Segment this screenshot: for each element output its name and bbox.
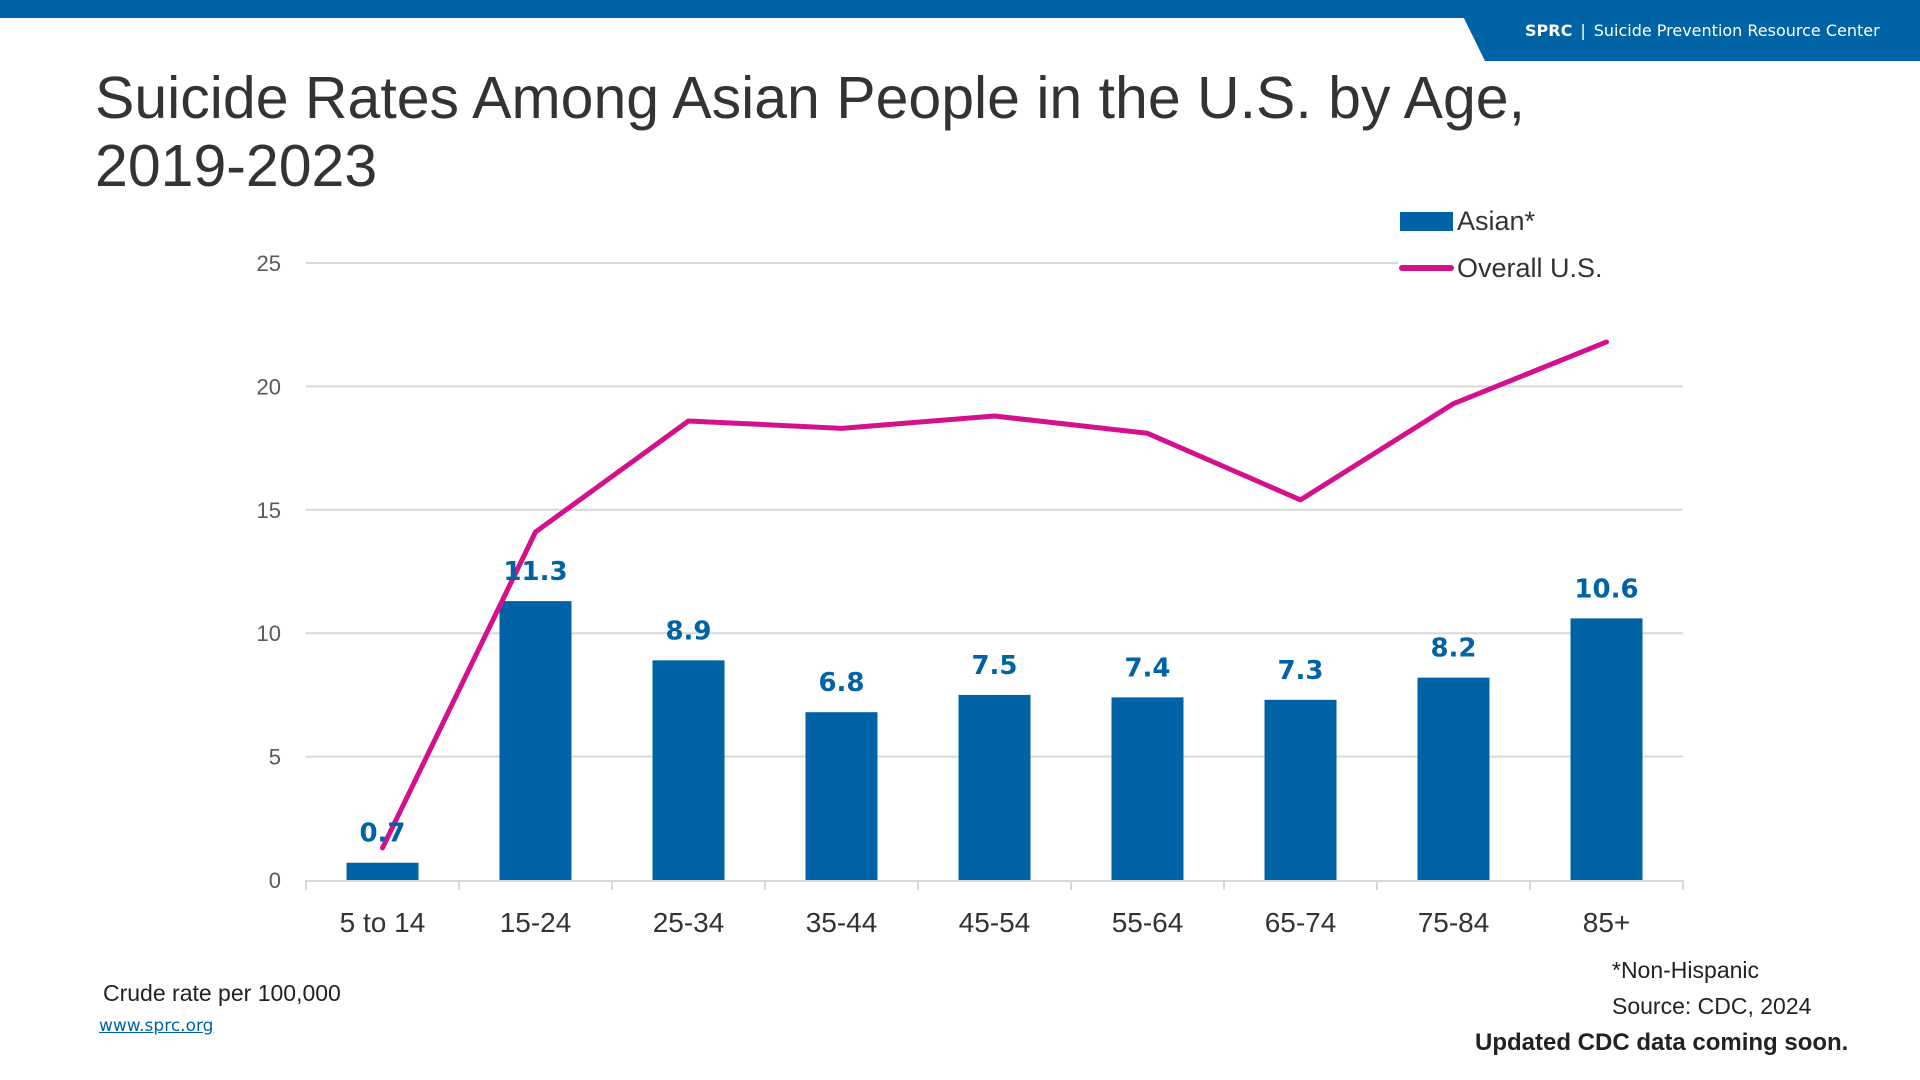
bar-label: 6.8	[818, 668, 864, 698]
x-axis	[305, 880, 1684, 890]
legend-label-asian: Asian*	[1457, 206, 1536, 236]
bar-label: 7.3	[1277, 656, 1323, 686]
website-link[interactable]: www.sprc.org	[99, 1016, 214, 1036]
x-tick-label: 5 to 14	[340, 907, 426, 938]
page-title: Suicide Rates Among Asian People in the …	[95, 65, 1526, 199]
bar-15-24	[499, 601, 572, 880]
y-tick-label-20: 20	[257, 374, 281, 399]
source-note: Source: CDC, 2024	[1612, 993, 1812, 1019]
x-tick-label: 75-84	[1418, 907, 1490, 938]
bar-55-64	[1111, 697, 1184, 880]
x-axis-tick-labels: 5 to 14 15-24 25-34 35-44 45-54 55-64 65-74 75-…	[340, 907, 1631, 938]
bar-75-84	[1417, 677, 1490, 880]
line-series-overall-us	[380, 339, 1609, 851]
bar-5-to-14	[346, 862, 419, 880]
x-tick-label: 25-34	[653, 907, 725, 938]
brand-header: SPRC | Suicide Prevention Resource Center	[1525, 21, 1880, 40]
unit-note: Crude rate per 100,000	[103, 980, 341, 1006]
bar-series-asian	[346, 601, 1643, 880]
y-tick-label-0: 0	[269, 868, 281, 893]
brand-tab	[1455, 0, 1920, 61]
top-banner-bar	[0, 0, 1920, 18]
y-tick-label-15: 15	[257, 498, 281, 523]
y-tick-label-10: 10	[257, 621, 281, 646]
x-tick-label: 35-44	[806, 907, 878, 938]
x-tick-label: 55-64	[1112, 907, 1184, 938]
bar-label: 8.2	[1430, 634, 1476, 664]
footnote: *Non-Hispanic	[1612, 957, 1760, 983]
bar-label: 11.3	[503, 557, 567, 587]
legend: Asian* Overall U.S.	[1398, 200, 1708, 288]
x-tick-label: 45-54	[959, 907, 1031, 938]
x-tick-label: 85+	[1583, 907, 1631, 938]
update-note: Updated CDC data coming soon.	[1475, 1029, 1849, 1056]
bar-25-34	[652, 660, 725, 880]
brand-name: Suicide Prevention Resource Center	[1593, 21, 1880, 40]
legend-label-overall-us: Overall U.S.	[1457, 253, 1603, 283]
brand-separator: |	[1580, 21, 1586, 40]
bar-65-74	[1264, 699, 1337, 880]
x-tick-label: 65-74	[1265, 907, 1337, 938]
legend-swatch-asian	[1400, 212, 1453, 231]
y-tick-label-5: 5	[269, 745, 281, 770]
y-tick-label-25: 25	[257, 251, 281, 276]
bar-45-54	[958, 694, 1031, 880]
x-tick-label: 15-24	[500, 907, 572, 938]
bar-data-labels: 0.7 11.3 8.9 6.8 7.5 7.4 7.3 8.2 10.6	[359, 557, 1638, 849]
bar-label: 8.9	[665, 616, 711, 646]
brand-abbreviation: SPRC	[1525, 21, 1573, 40]
bar-label: 0.7	[359, 819, 405, 849]
y-axis-tick-labels: 0 5 10 15 20 25	[257, 251, 281, 893]
bar-label: 10.6	[1574, 574, 1638, 604]
bar-85+	[1570, 618, 1643, 880]
bar-label: 7.5	[971, 651, 1017, 681]
bar-35-44	[805, 712, 878, 880]
bar-label: 7.4	[1124, 653, 1170, 683]
